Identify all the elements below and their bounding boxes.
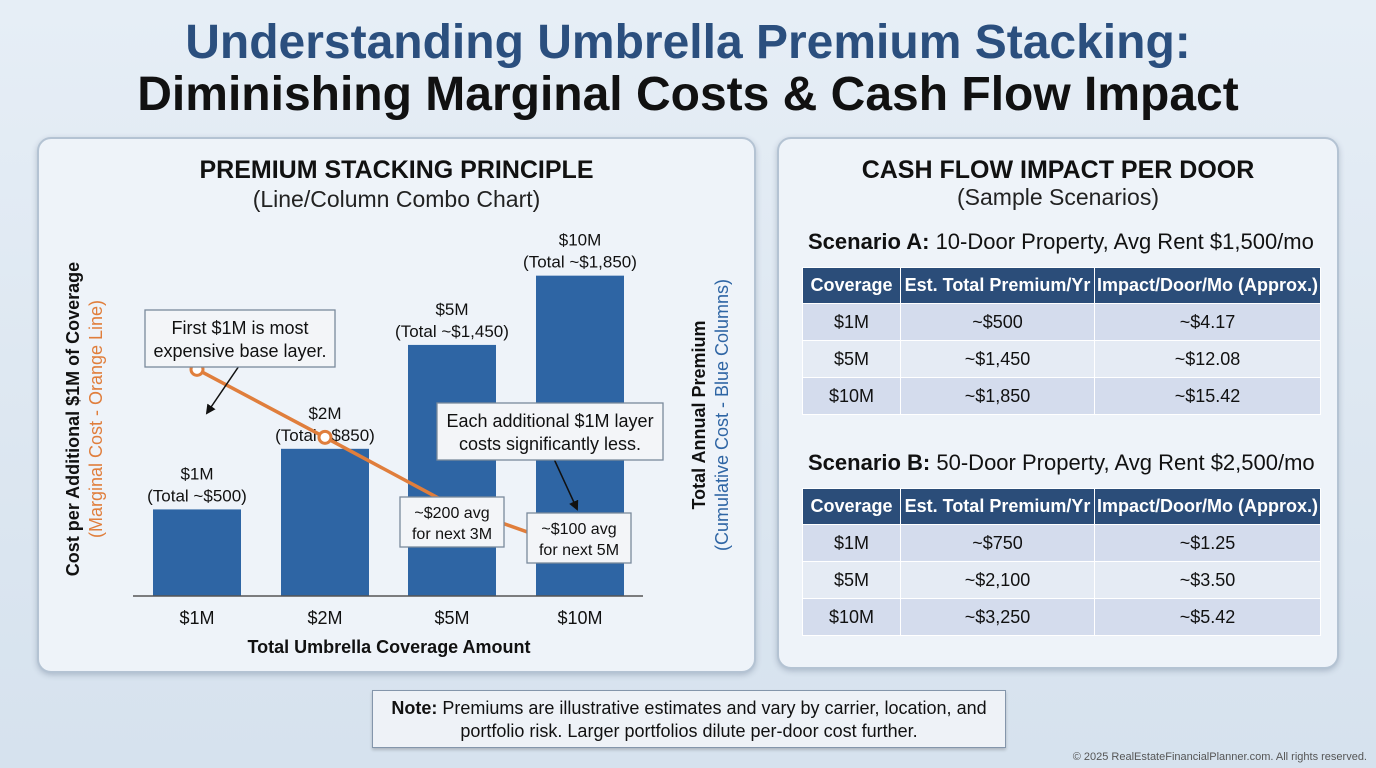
premium-stacking-panel: PREMIUM STACKING PRINCIPLE (Line/Column … [37,137,756,673]
cell-premium: ~$3,250 [900,598,1095,636]
bar-label-amount: $2M [308,404,341,423]
table-row: $10M ~$1,850 ~$15.42 [802,377,1321,415]
cell-impact: ~$3.50 [1094,561,1321,599]
bar-label-amount: $5M [435,300,468,319]
callout-arrow-top [205,365,240,415]
cell-premium: ~$750 [900,524,1095,562]
scenario-a-table: Coverage Est. Total Premium/Yr Impact/Do… [802,267,1321,415]
bar-label-amount: $10M [559,231,602,250]
cell-premium: ~$2,100 [900,561,1095,599]
cell-impact: ~$5.42 [1094,598,1321,636]
callout-arrow-mid [553,458,579,511]
cash-flow-subtitle: (Sample Scenarios) [957,184,1159,210]
page-title-line1: Understanding Umbrella Premium Stacking: [185,16,1191,69]
table-row: $10M ~$3,250 ~$5.42 [802,598,1321,636]
cell-coverage: $5M [802,340,901,378]
callout-mid-text-1: Each additional $1M layer [446,411,653,431]
note-line2: portfolio risk. Larger portfolios dilute… [460,721,918,741]
scenario-a-desc: 10-Door Property, Avg Rent $1,500/mo [929,229,1314,254]
scenario-b-heading: Scenario B: 50-Door Property, Avg Rent $… [808,450,1315,476]
table-row: $1M ~$750 ~$1.25 [802,524,1321,562]
x-tick-label: $1M [179,608,214,628]
cell-premium: ~$1,450 [900,340,1095,378]
bar-1M [153,509,241,596]
x-tick-label: $2M [307,608,342,628]
callout-box-mid [436,402,664,461]
cash-flow-panel: CASH FLOW IMPACT PER DOOR (Sample Scenar… [777,137,1339,669]
callout-200-text-2: for next 3M [412,526,492,543]
cell-coverage: $5M [802,561,901,599]
bar-label-total: (Total ~$1,450) [395,322,509,341]
x-tick-label: $10M [557,608,602,628]
table-row: $5M ~$2,100 ~$3.50 [802,561,1321,599]
callout-box-200 [399,496,505,548]
bar-5M [408,344,496,596]
scenario-b-label: Scenario B: [808,450,931,475]
col-header-premium: Est. Total Premium/Yr [900,267,1095,304]
bar-label-amount: $1M [180,464,213,483]
scenario-b-desc: 50-Door Property, Avg Rent $2,500/mo [930,450,1315,475]
bar-label-total: (Total ~$1,850) [523,253,637,272]
cell-coverage: $1M [802,524,901,562]
callout-200-text-1: ~$200 avg [414,505,489,522]
cell-impact: ~$1.25 [1094,524,1321,562]
callout-100-text-1: ~$100 avg [541,521,616,538]
table-row: $1M ~$500 ~$4.17 [802,303,1321,341]
cell-coverage: $10M [802,377,901,415]
marginal-cost-line [196,367,581,553]
marginal-point [317,429,333,445]
table-row: $5M ~$1,450 ~$12.08 [802,340,1321,378]
col-header-coverage: Coverage [802,488,901,525]
x-tick-label: $5M [434,608,469,628]
left-axis-title: Cost per Additional $1M of Coverage [63,262,83,576]
cell-impact: ~$15.42 [1094,377,1321,415]
cell-coverage: $1M [802,303,901,341]
scenario-a-label: Scenario A: [808,229,930,254]
note-box: Note: Premiums are illustrative estimate… [372,690,1006,748]
left-axis-subtitle: (Marginal Cost - Orange Line) [86,300,106,538]
right-axis-title: Total Annual Premium [689,320,709,509]
cell-impact: ~$4.17 [1094,303,1321,341]
col-header-impact: Impact/Door/Mo (Approx.) [1094,267,1321,304]
chart-panel-subtitle: (Line/Column Combo Chart) [252,186,541,212]
cell-impact: ~$12.08 [1094,340,1321,378]
col-header-premium: Est. Total Premium/Yr [900,488,1095,525]
note-label: Note: [391,698,438,718]
scenario-b-table: Coverage Est. Total Premium/Yr Impact/Do… [802,488,1321,636]
cash-flow-title: CASH FLOW IMPACT PER DOOR [861,156,1255,184]
bar-2M [281,448,369,596]
x-axis-title: Total Umbrella Coverage Amount [247,637,530,657]
col-header-coverage: Coverage [802,267,901,304]
cell-premium: ~$500 [900,303,1095,341]
callout-top-text-1: First $1M is most [171,318,308,338]
callout-100-text-2: for next 5M [539,542,619,559]
combo-chart: $1M(Total ~$500)$2M(Total ~$850)$5M(Tota… [63,231,732,657]
callout-box-top [144,309,336,368]
right-axis-subtitle: (Cumulative Cost - Blue Columns) [712,279,732,551]
callout-mid-text-2: costs significantly less. [459,434,641,454]
note-line1: Premiums are illustrative estimates and … [437,698,987,718]
scenario-a-heading: Scenario A: 10-Door Property, Avg Rent $… [808,229,1314,255]
callout-top-text-2: expensive base layer. [153,341,326,361]
cell-premium: ~$1,850 [900,377,1095,415]
col-header-impact: Impact/Door/Mo (Approx.) [1094,488,1321,525]
page-title-line2: Diminishing Marginal Costs & Cash Flow I… [137,68,1239,121]
callout-box-100 [526,512,632,564]
bar-label-total: (Total ~$500) [147,486,247,505]
chart-panel-title: PREMIUM STACKING PRINCIPLE [199,156,594,184]
cell-coverage: $10M [802,598,901,636]
copyright-text: © 2025 RealEstateFinancialPlanner.com. A… [1072,751,1367,763]
